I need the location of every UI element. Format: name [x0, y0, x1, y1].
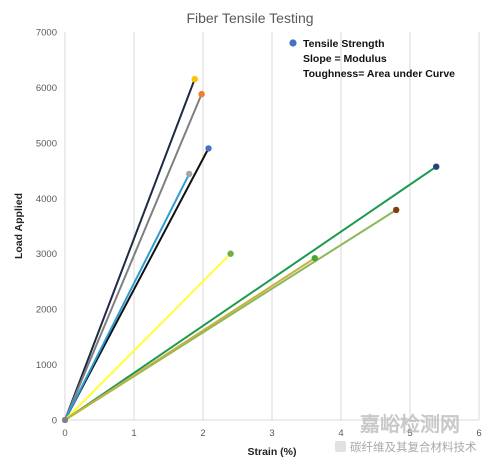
series-end-point-8 [311, 254, 318, 262]
x-tick-label: 5 [407, 428, 412, 439]
y-tick-label: 6000 [36, 83, 57, 94]
series-line-6 [64, 165, 438, 421]
x-axis-label: Strain (%) [247, 446, 296, 458]
legend-note-modulus: Slope = Modulus [303, 53, 387, 65]
x-tick-labels: 0 1 2 3 4 5 6 [62, 428, 481, 439]
series-end-point-1 [191, 75, 198, 83]
legend-marker [289, 39, 297, 47]
series-end-point-4 [186, 170, 193, 178]
y-tick-label: 1000 [36, 360, 57, 371]
series-line-4 [64, 172, 191, 421]
legend-marker-label: Tensile Strength [303, 38, 384, 50]
y-tick-label: 0 [52, 416, 57, 427]
chart-title: Fiber Tensile Testing [186, 10, 313, 26]
watermark-sub: 碳纤维及其复合材料技术 [350, 440, 477, 454]
watermark-main: 嘉峪检测网 [359, 412, 460, 436]
x-tick-label: 0 [62, 428, 67, 439]
y-tick-label: 5000 [36, 138, 57, 149]
watermark-badge-icon [335, 441, 346, 452]
series-end-point-3 [205, 145, 212, 152]
series-line-2 [64, 93, 203, 421]
x-tick-label: 2 [200, 428, 205, 439]
series-line-5 [64, 252, 232, 421]
x-tick-label: 3 [269, 428, 274, 439]
series-end-point-7 [393, 206, 400, 214]
y-tick-labels: 0 1000 2000 3000 4000 5000 6000 7000 [36, 28, 57, 427]
y-axis-label: Load Applied [13, 193, 25, 259]
legend-note-toughness: Toughness= Area under Curve [303, 68, 455, 80]
x-tick-label: 1 [131, 428, 136, 439]
series-end-point-5 [227, 250, 234, 257]
x-tick-label: 4 [338, 428, 343, 439]
series-origin-point-8 [62, 417, 68, 423]
series-end-points [62, 75, 440, 423]
y-tick-label: 3000 [36, 249, 57, 260]
series-line-8 [64, 257, 316, 421]
series-end-point-2 [198, 90, 205, 98]
y-tick-label: 7000 [36, 28, 57, 39]
watermark: 嘉峪检测网 碳纤维及其复合材料技术 [335, 412, 477, 454]
y-tick-label: 4000 [36, 194, 57, 205]
legend: Tensile Strength Slope = Modulus Toughne… [289, 38, 455, 80]
series-end-point-6 [433, 163, 440, 170]
y-tick-label: 2000 [36, 305, 57, 316]
series-lines [64, 78, 438, 421]
axes [64, 32, 479, 421]
x-tick-label: 6 [476, 428, 481, 439]
series-line-1 [64, 78, 196, 421]
